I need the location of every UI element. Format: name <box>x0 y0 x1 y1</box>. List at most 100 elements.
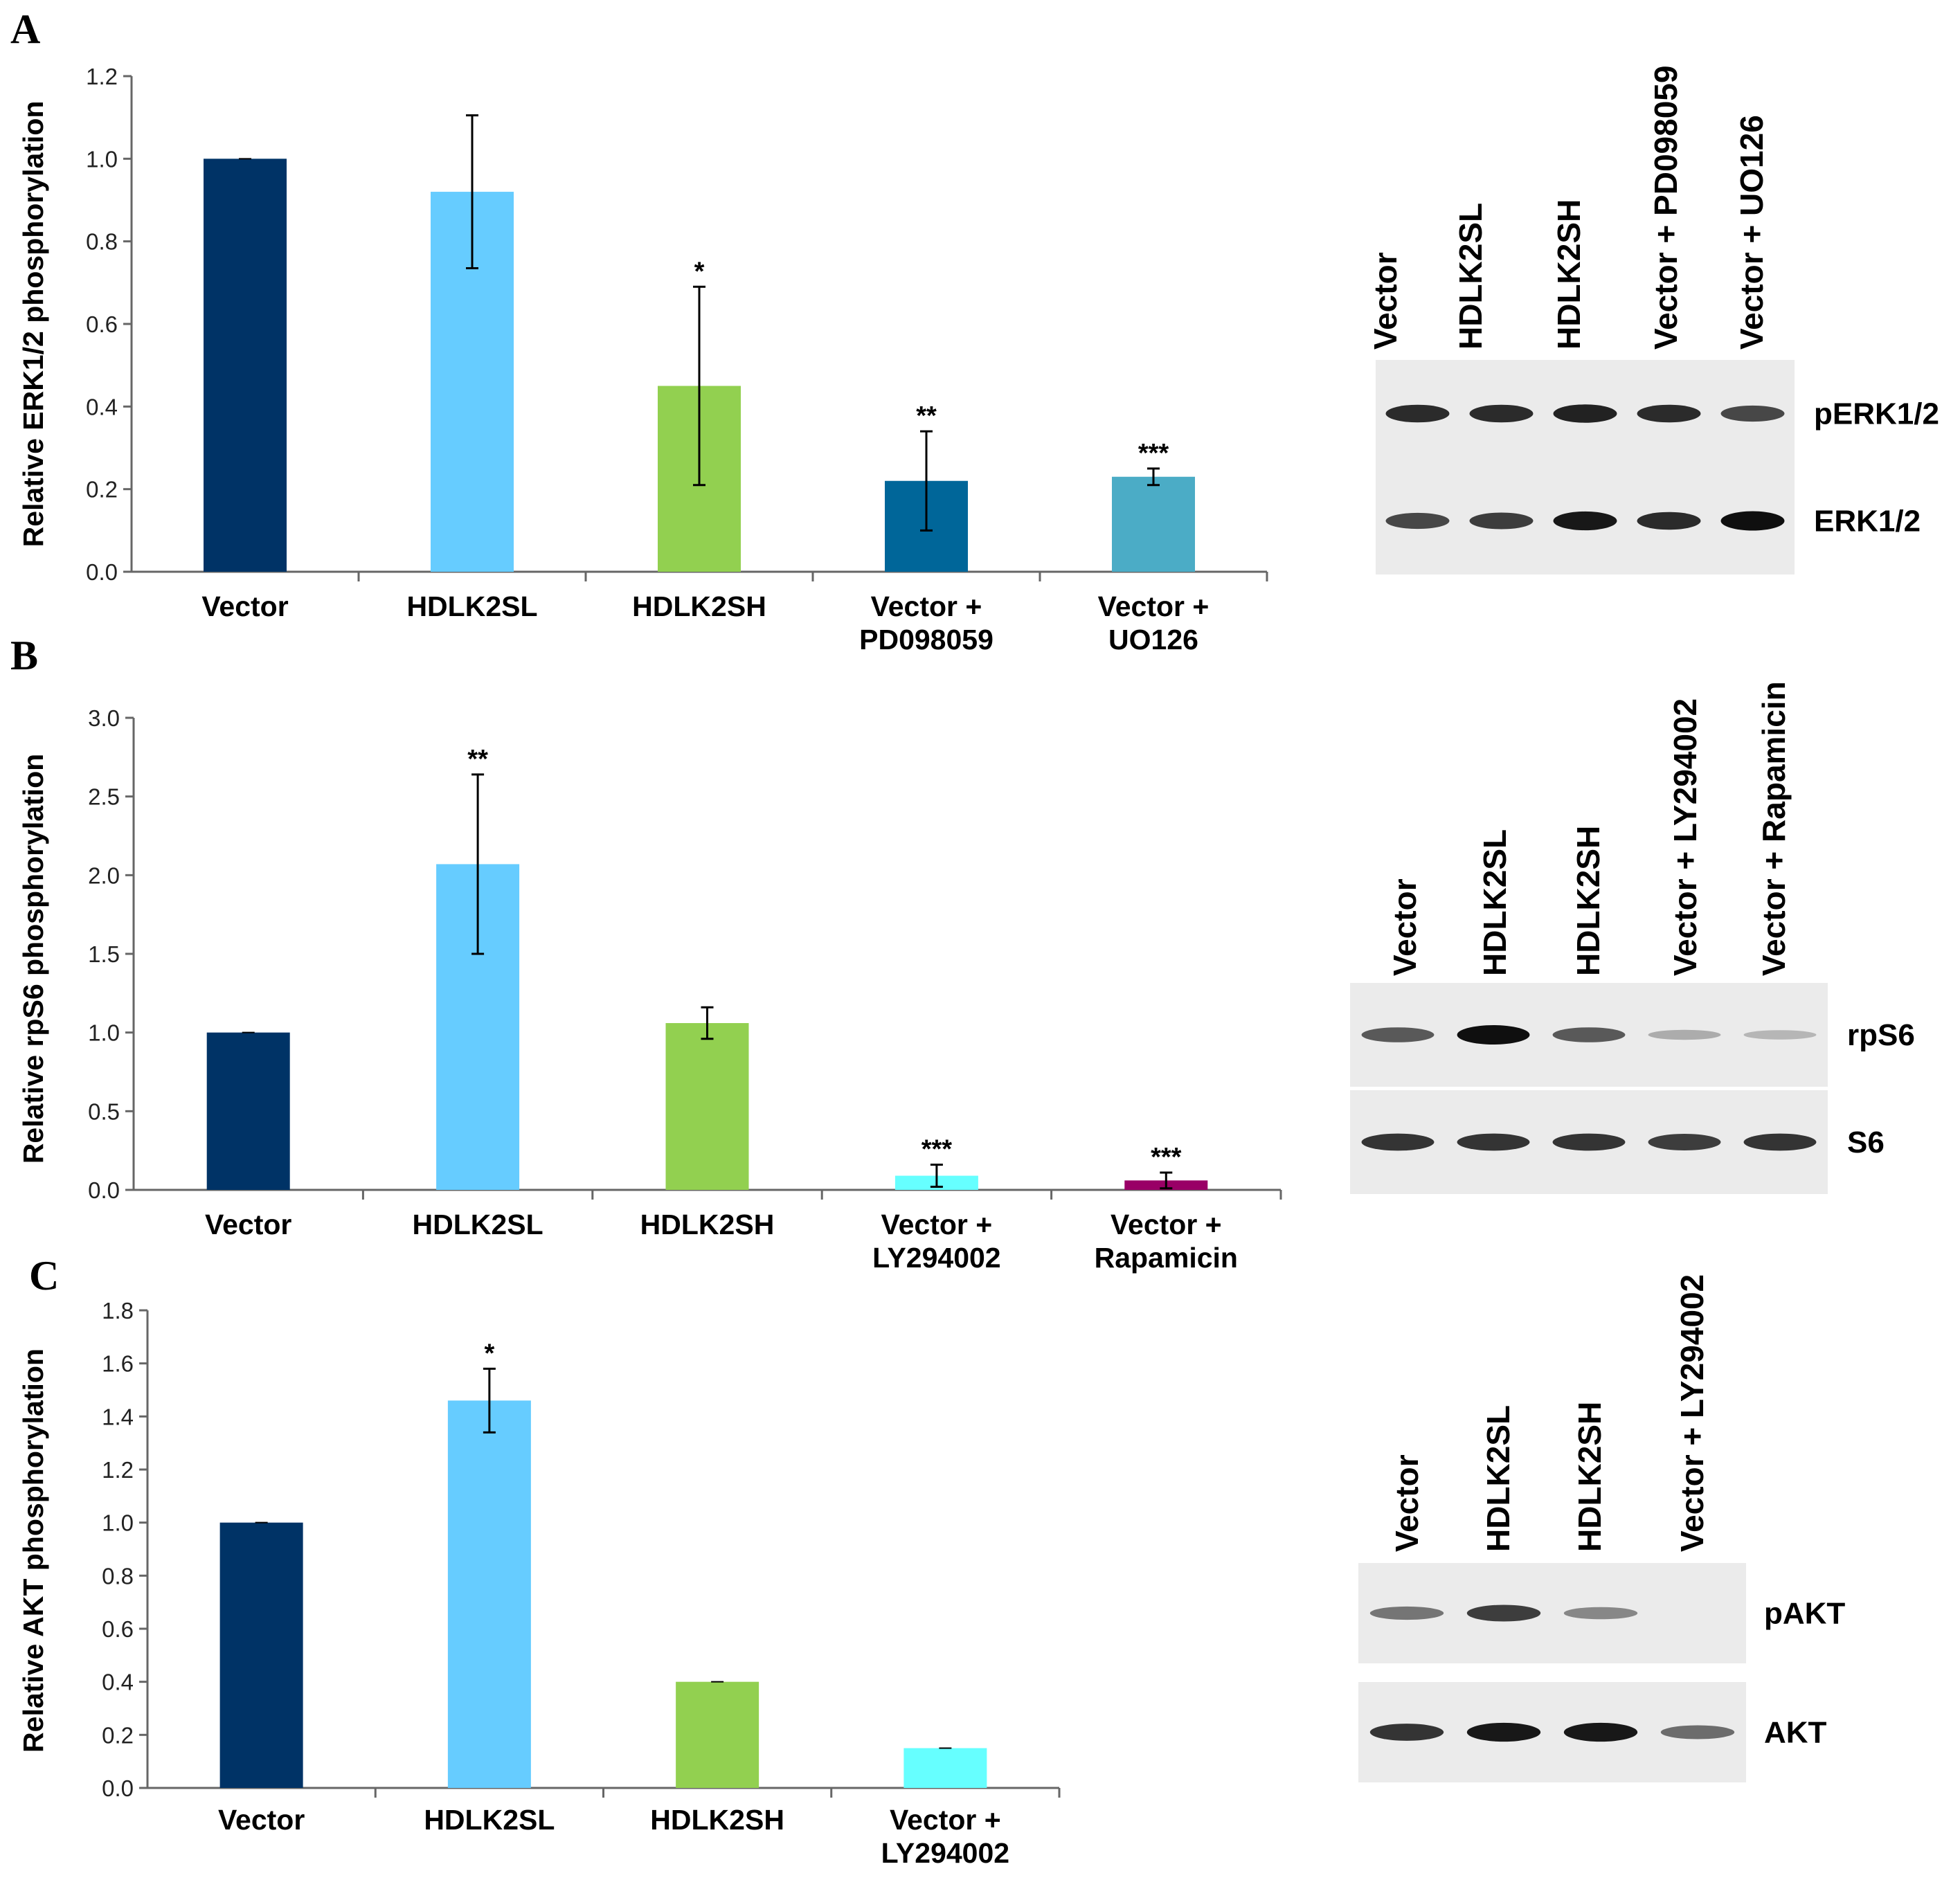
blot-band <box>1361 1133 1435 1151</box>
lane-label: Vector + Rapamicin <box>1756 681 1792 976</box>
y-tick-label: 1.0 <box>88 1020 120 1046</box>
blot-band <box>1457 1025 1530 1045</box>
y-tick-label: 0.4 <box>102 1670 134 1695</box>
western-blot-C: Vector HDLK2SL HDLK2SH Vector + LY294002 pAK… <box>1358 1274 1845 1782</box>
x-tick-label: Rapamicin <box>1095 1242 1238 1274</box>
significance-mark: ** <box>916 401 937 431</box>
bar <box>676 1681 759 1788</box>
significance-mark: *** <box>1138 439 1169 468</box>
bar <box>665 1023 749 1190</box>
significance-mark: *** <box>1151 1143 1182 1172</box>
lane-label: Vector <box>1387 878 1423 976</box>
blot-band <box>1466 1605 1541 1622</box>
blot-band <box>1385 512 1450 530</box>
y-axis-label: Relative AKT phosphorylation <box>17 1348 49 1753</box>
panel-B: B 0.0 0.5 1.0 1.5 2.0 2.5 3.0 Relative rpS6 phos… <box>10 633 1915 1274</box>
bar <box>206 1032 290 1190</box>
western-blot-B: Vector HDLK2SL HDLK2SH Vector + LY294002 Vec… <box>1350 681 1915 1194</box>
blot-band <box>1648 1134 1721 1150</box>
y-tick-label: 0.6 <box>86 311 118 337</box>
band-label: S6 <box>1847 1126 1885 1159</box>
y-tick-label: 3.0 <box>88 705 120 731</box>
blot-band <box>1469 404 1534 423</box>
x-tick-label: HDLK2SL <box>413 1209 543 1240</box>
x-tick-label: Vector + <box>890 1804 1001 1836</box>
x-tick-label: HDLK2SH <box>632 590 766 622</box>
significance-mark: *** <box>921 1135 953 1164</box>
band-label: pAKT <box>1764 1597 1845 1631</box>
band-label: rpS6 <box>1847 1018 1915 1052</box>
blot-band <box>1637 512 1701 530</box>
lane-label: HDLK2SH <box>1551 199 1587 350</box>
blot-band <box>1648 1029 1721 1040</box>
blot-band <box>1552 1027 1626 1042</box>
x-tick-label: Vector <box>205 1209 291 1240</box>
y-tick-label: 0.0 <box>86 559 118 585</box>
y-tick-label: 0.2 <box>86 477 118 503</box>
blot-band <box>1743 1133 1817 1151</box>
blot-band <box>1385 404 1450 423</box>
lane-label: HDLK2SH <box>1572 1402 1608 1552</box>
blot-band <box>1637 404 1701 423</box>
lane-label: HDLK2SH <box>1570 826 1606 976</box>
western-blot-A: Vector HDLK2SL HDLK2SH Vector + PD098059 Vec… <box>1367 66 1939 575</box>
bar <box>903 1748 987 1788</box>
blot-band <box>1743 1030 1817 1040</box>
blot-band <box>1457 1133 1530 1151</box>
blot-band <box>1553 404 1617 423</box>
x-tick-label: HDLK2SH <box>650 1804 784 1836</box>
blot-band <box>1369 1724 1444 1741</box>
y-tick-label: 1.6 <box>102 1351 134 1377</box>
lane-label: Vector <box>1389 1454 1425 1552</box>
x-tick-label: Vector + <box>881 1209 993 1240</box>
x-tick-label: LY294002 <box>881 1837 1009 1869</box>
x-tick-label: Vector + <box>1098 590 1210 622</box>
y-tick-label: 0.8 <box>86 229 118 255</box>
x-tick-label: Vector <box>218 1804 305 1836</box>
blot-band <box>1563 1607 1638 1620</box>
y-tick-label: 0.0 <box>88 1177 120 1203</box>
y-tick-label: 1.0 <box>86 146 118 172</box>
y-tick-label: 1.0 <box>102 1510 134 1536</box>
y-tick-label: 0.4 <box>86 394 118 419</box>
bar <box>204 159 287 572</box>
panel-label: A <box>10 6 40 52</box>
y-tick-label: 2.5 <box>88 784 120 810</box>
blot-band <box>1720 405 1785 422</box>
lane-label: HDLK2SL <box>1477 829 1513 976</box>
bar <box>447 1400 531 1788</box>
y-tick-label: 0.0 <box>102 1775 134 1801</box>
y-tick-label: 1.4 <box>102 1404 134 1429</box>
y-tick-label: 1.5 <box>88 941 120 967</box>
panel-A: A 0.0 0.2 0.4 0.6 0.8 1.0 1.2 Relative ERK1/2 ph… <box>10 6 1939 656</box>
significance-mark: * <box>694 257 705 286</box>
blot-band <box>1660 1725 1735 1739</box>
x-tick-label: Vector + <box>1111 1209 1222 1240</box>
band-label: pERK1/2 <box>1814 397 1939 431</box>
y-tick-label: 2.0 <box>88 862 120 888</box>
y-tick-label: 1.8 <box>102 1298 134 1323</box>
blot-band <box>1563 1722 1638 1742</box>
x-tick-label: Vector + <box>871 590 982 622</box>
blot-band <box>1553 511 1617 531</box>
panel-label: C <box>29 1253 59 1299</box>
blot-band <box>1552 1133 1626 1151</box>
lane-label: HDLK2SL <box>1480 1405 1516 1552</box>
panel-label: B <box>10 633 38 678</box>
y-tick-label: 0.8 <box>102 1563 134 1589</box>
y-tick-label: 0.2 <box>102 1722 134 1748</box>
lane-label: Vector + LY294002 <box>1674 1274 1710 1552</box>
y-tick-label: 1.2 <box>102 1457 134 1483</box>
blot-band <box>1720 511 1785 531</box>
x-tick-label: Vector <box>201 590 288 622</box>
y-tick-label: 0.5 <box>88 1099 120 1124</box>
y-axis-label: Relative rpS6 phosphorylation <box>17 754 49 1164</box>
y-tick-label: 0.6 <box>102 1616 134 1642</box>
lane-label: Vector + UO126 <box>1734 115 1770 350</box>
x-tick-label: LY294002 <box>872 1242 1000 1274</box>
lane-label: Vector <box>1367 252 1403 350</box>
x-tick-label: HDLK2SL <box>424 1804 555 1836</box>
blot-band <box>1466 1722 1541 1742</box>
band-label: AKT <box>1764 1716 1827 1750</box>
